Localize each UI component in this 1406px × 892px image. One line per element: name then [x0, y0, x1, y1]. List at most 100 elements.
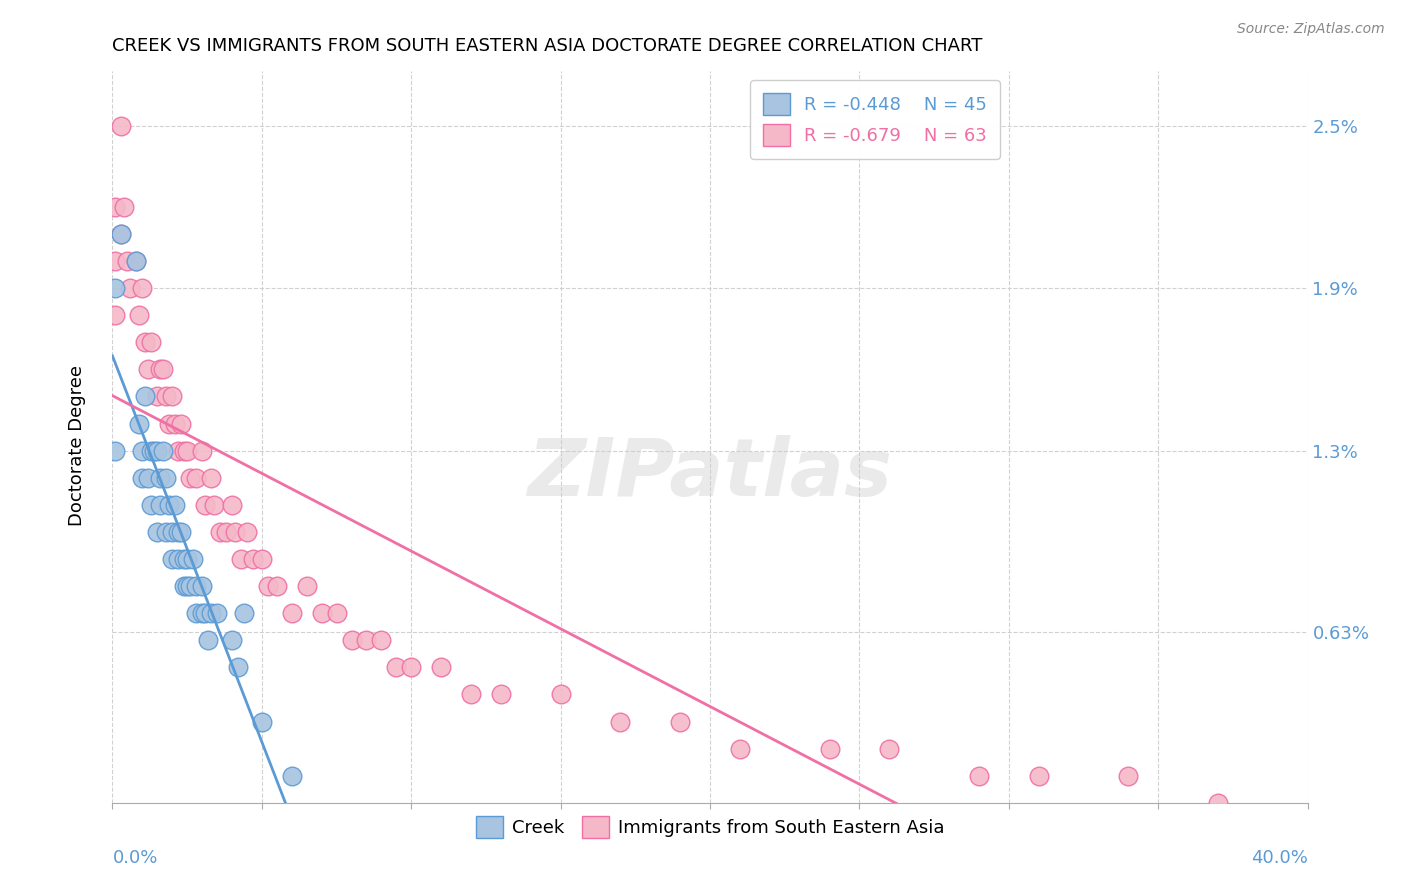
Point — [236, 524, 259, 539]
Point — [430, 660, 453, 674]
Point — [233, 606, 256, 620]
Point — [141, 498, 163, 512]
Point — [120, 281, 142, 295]
Point — [155, 471, 177, 485]
Point — [250, 552, 273, 566]
Point — [176, 552, 198, 566]
Point — [165, 498, 187, 512]
Point — [110, 227, 132, 241]
Point — [879, 741, 901, 756]
Point — [179, 471, 201, 485]
Point — [165, 417, 187, 431]
Point — [194, 498, 217, 512]
Point — [266, 579, 288, 593]
Point — [609, 714, 631, 729]
Point — [141, 443, 163, 458]
Point — [176, 579, 198, 593]
Point — [186, 471, 208, 485]
Point — [818, 741, 841, 756]
Text: CREEK VS IMMIGRANTS FROM SOUTH EASTERN ASIA DOCTORATE DEGREE CORRELATION CHART: CREEK VS IMMIGRANTS FROM SOUTH EASTERN A… — [112, 37, 983, 54]
Point — [229, 552, 252, 566]
Point — [138, 362, 160, 376]
Point — [179, 579, 201, 593]
Point — [104, 254, 127, 268]
Point — [146, 443, 169, 458]
Point — [221, 633, 243, 648]
Point — [131, 471, 153, 485]
Point — [202, 498, 225, 512]
Point — [141, 335, 163, 350]
Point — [162, 524, 183, 539]
Point — [221, 498, 243, 512]
Point — [200, 606, 222, 620]
Point — [146, 389, 169, 403]
Point — [200, 471, 222, 485]
Point — [143, 443, 166, 458]
Point — [125, 254, 148, 268]
Point — [1118, 769, 1140, 783]
Point — [131, 443, 153, 458]
Point — [173, 552, 195, 566]
Point — [170, 524, 193, 539]
Point — [197, 633, 219, 648]
Point — [134, 389, 156, 403]
Point — [114, 200, 135, 214]
Point — [149, 362, 172, 376]
Text: 40.0%: 40.0% — [1251, 849, 1308, 867]
Point — [728, 741, 751, 756]
Point — [138, 471, 160, 485]
Point — [186, 606, 208, 620]
Point — [460, 688, 482, 702]
Point — [181, 552, 204, 566]
Point — [110, 119, 132, 133]
Point — [162, 552, 183, 566]
Point — [215, 524, 238, 539]
Point — [242, 552, 264, 566]
Point — [110, 227, 132, 241]
Point — [489, 688, 512, 702]
Point — [104, 200, 127, 214]
Point — [134, 335, 156, 350]
Text: Doctorate Degree: Doctorate Degree — [69, 366, 86, 526]
Point — [173, 579, 195, 593]
Point — [281, 769, 304, 783]
Point — [125, 254, 148, 268]
Point — [157, 417, 180, 431]
Point — [104, 281, 127, 295]
Point — [155, 389, 177, 403]
Point — [167, 524, 190, 539]
Point — [170, 417, 193, 431]
Point — [224, 524, 246, 539]
Point — [167, 443, 190, 458]
Text: 0.0%: 0.0% — [112, 849, 157, 867]
Point — [340, 633, 363, 648]
Point — [1028, 769, 1050, 783]
Point — [669, 714, 692, 729]
Point — [209, 524, 232, 539]
Point — [295, 579, 318, 593]
Point — [401, 660, 423, 674]
Point — [186, 579, 208, 593]
Point — [550, 688, 572, 702]
Point — [250, 714, 273, 729]
Text: Source: ZipAtlas.com: Source: ZipAtlas.com — [1237, 22, 1385, 37]
Point — [356, 633, 378, 648]
Point — [325, 606, 347, 620]
Point — [149, 471, 172, 485]
Point — [128, 308, 150, 322]
Point — [149, 498, 172, 512]
Point — [167, 552, 190, 566]
Point — [131, 281, 153, 295]
Point — [162, 389, 183, 403]
Point — [157, 498, 180, 512]
Point — [281, 606, 304, 620]
Point — [173, 443, 195, 458]
Point — [104, 308, 127, 322]
Point — [205, 606, 228, 620]
Point — [967, 769, 990, 783]
Point — [1206, 796, 1229, 810]
Point — [104, 443, 127, 458]
Point — [370, 633, 392, 648]
Text: ZIPatlas: ZIPatlas — [527, 434, 893, 513]
Point — [128, 417, 150, 431]
